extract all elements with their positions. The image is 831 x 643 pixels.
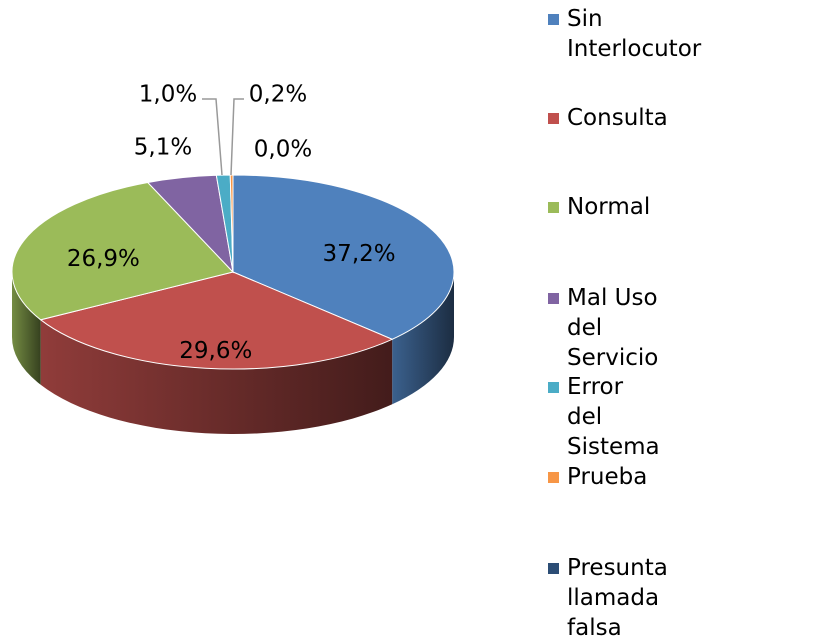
legend-label: Normal <box>567 194 651 220</box>
data-label: 29,6% <box>179 338 252 364</box>
legend-item: Consulta <box>548 103 668 133</box>
data-label: 1,0% <box>139 82 197 108</box>
slice <box>232 174 455 340</box>
legend-item: Prueba <box>548 462 647 492</box>
legend-label: Consulta <box>567 105 668 131</box>
legend-label: Prueba <box>567 464 648 490</box>
slice <box>39 271 394 370</box>
slice-side <box>40 319 393 435</box>
slice-side <box>392 272 454 405</box>
data-label: 0,0% <box>254 137 312 163</box>
slice <box>11 181 234 321</box>
legend-item: Presunta llamada falsa <box>548 553 668 643</box>
legend-label: Mal Uso del Servicio <box>567 285 659 371</box>
legend-swatch <box>548 293 559 304</box>
legend-item: Normal <box>548 192 650 222</box>
legend-swatch <box>548 113 559 124</box>
data-label: 37,2% <box>323 241 396 267</box>
data-label: 26,9% <box>67 246 140 272</box>
slice-side <box>12 272 41 385</box>
legend-swatch <box>548 563 559 574</box>
legend-swatch <box>548 14 559 25</box>
legend-item: Mal Uso del Servicio <box>548 283 658 373</box>
legend-label: Error del Sistema <box>567 374 660 460</box>
legend-label: Sin Interlocutor <box>567 6 702 62</box>
data-label: 5,1% <box>134 135 192 161</box>
leader-line <box>230 98 244 176</box>
legend-label: Presunta llamada falsa <box>567 555 668 641</box>
legend-item: Sin Interlocutor <box>548 4 701 64</box>
data-label: 0,2% <box>249 82 307 108</box>
legend-swatch <box>548 382 559 393</box>
legend-swatch <box>548 202 559 213</box>
leader-line <box>202 98 223 176</box>
legend-item: Error del Sistema <box>548 372 660 462</box>
legend-swatch <box>548 472 559 483</box>
